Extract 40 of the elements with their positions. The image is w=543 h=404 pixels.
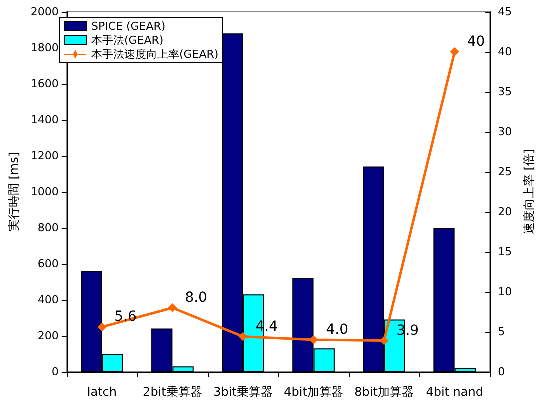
y-tick-label: 1400 (30, 114, 59, 126)
y2-tick-label: 15 (498, 246, 512, 258)
data-label: 40 (467, 34, 486, 50)
y2-tick-label: 10 (498, 286, 512, 298)
y2-tick-label: 30 (498, 126, 512, 138)
y-tick-label: 200 (38, 330, 59, 342)
y-tick-label: 1000 (30, 186, 59, 198)
y-tick-label: 2000 (30, 6, 59, 18)
data-label: 8.0 (185, 290, 208, 306)
y-axis-title: 実行時間 [ms] (7, 152, 21, 232)
point (238, 332, 248, 342)
point (168, 304, 178, 312)
y2-axis-title: 速度向上率 [倍] (522, 149, 536, 235)
point (98, 322, 107, 332)
point (450, 48, 460, 56)
x-tick-label: 4bit加算器 (284, 385, 344, 399)
y2-tick-label: 25 (498, 166, 512, 178)
legend-label: SPICE (GEAR) (92, 20, 166, 33)
y-tick-label: 0 (52, 366, 59, 378)
x-tick-label: latch (87, 385, 117, 399)
y-tick-label: 1800 (30, 42, 59, 54)
y2-tick-label: 5 (498, 326, 506, 338)
y-tick-label: 1600 (30, 78, 59, 90)
y2-tick-label: 20 (498, 206, 512, 218)
x-tick-label: 4bit nand (426, 385, 484, 399)
y-tick-label: 1200 (30, 150, 59, 162)
y2-tick-label: 45 (498, 6, 512, 18)
y-tick-label: 800 (38, 222, 59, 234)
y2-tick-label: 0 (498, 366, 506, 378)
point (309, 336, 318, 344)
x-tick-label: 2bit乗算器 (143, 385, 202, 399)
x-tick-label: 8bit加算器 (354, 385, 414, 399)
y2-tick-label: 35 (498, 86, 512, 98)
legend-label: 本手法速度向上率(GEAR) (92, 48, 219, 61)
y-tick-label: 600 (38, 258, 59, 270)
data-label: 4.0 (326, 322, 349, 338)
legend-label: 本手法(GEAR) (92, 34, 164, 47)
y-tick-label: 400 (38, 294, 59, 306)
x-tick-label: 3bit乗算器 (214, 385, 273, 399)
y2-tick-label: 40 (498, 46, 512, 58)
